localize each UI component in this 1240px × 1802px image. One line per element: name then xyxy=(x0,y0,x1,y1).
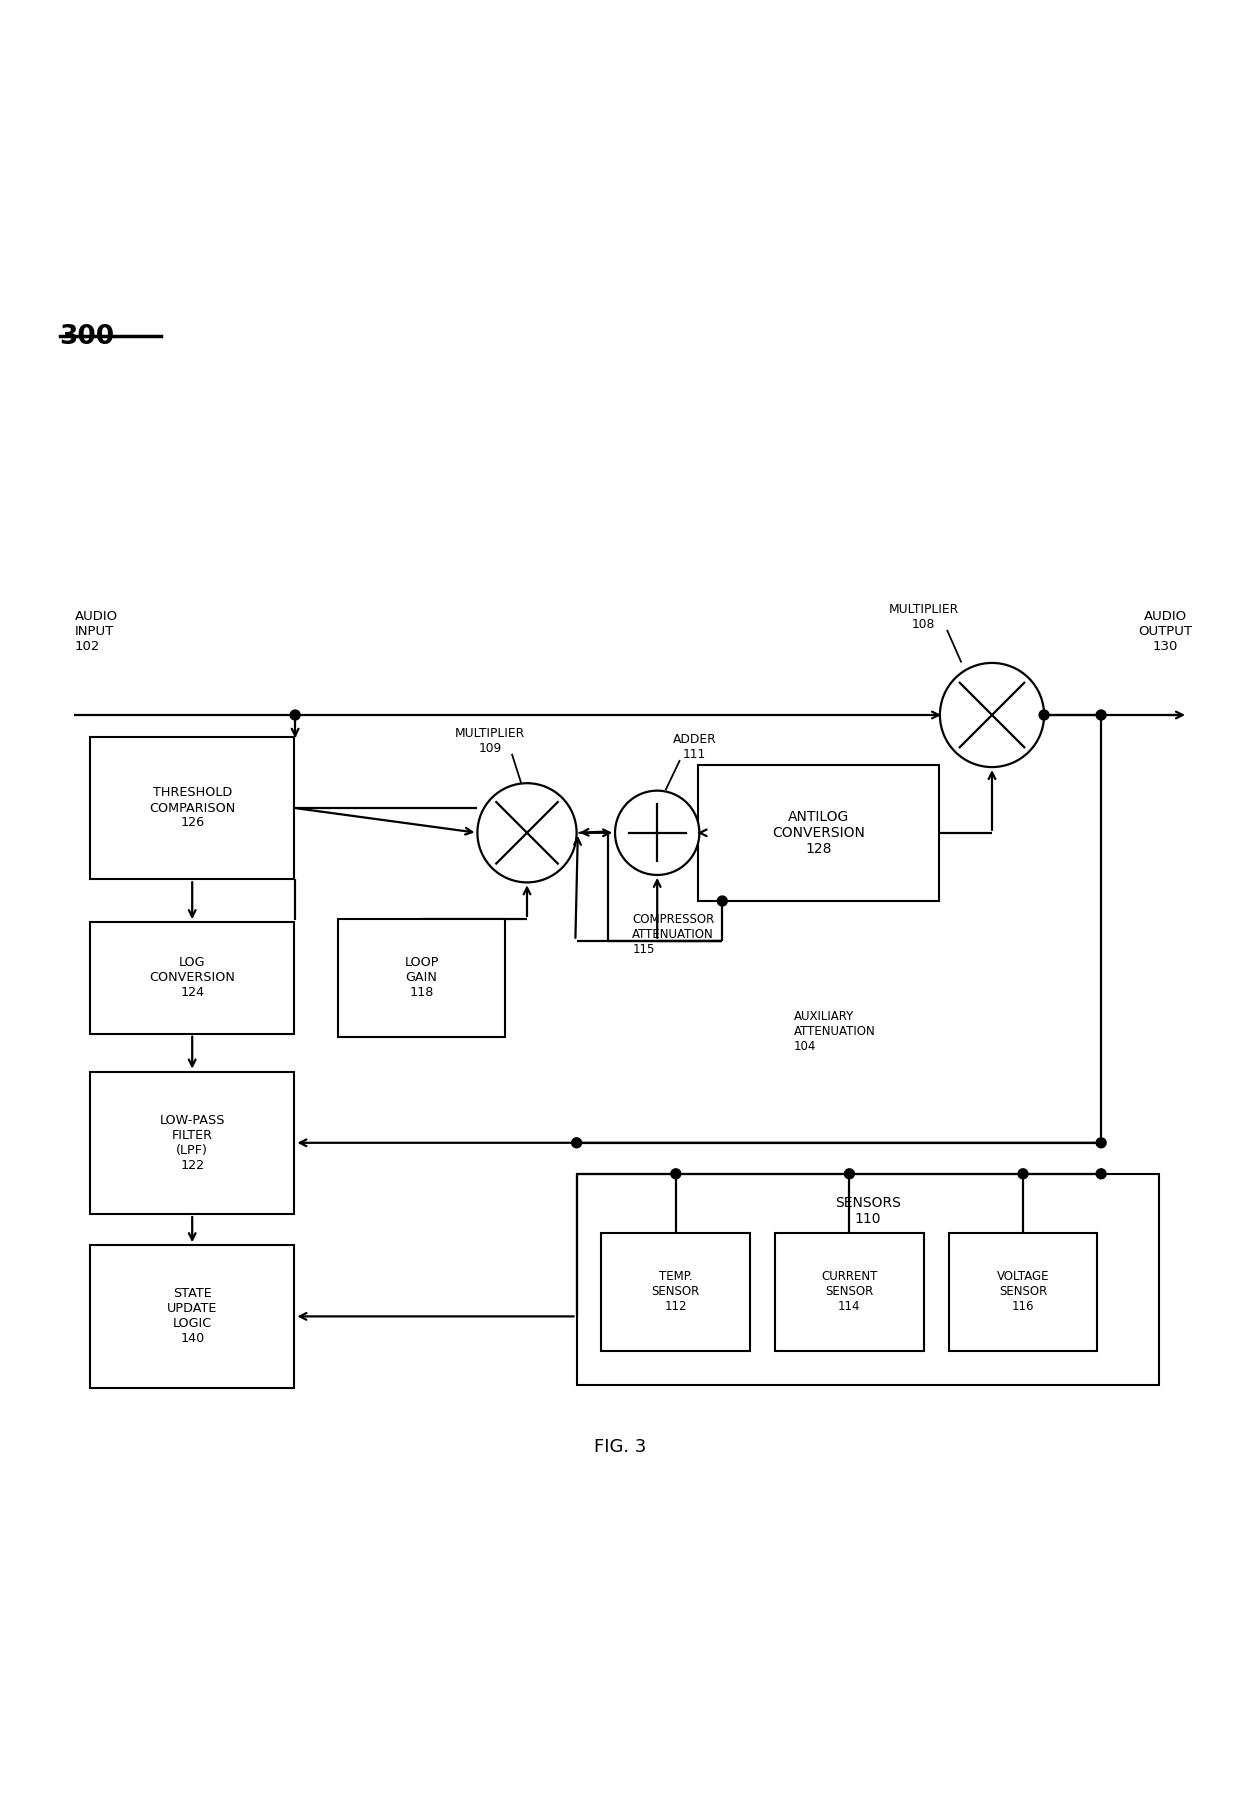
Text: THRESHOLD
COMPARISON
126: THRESHOLD COMPARISON 126 xyxy=(149,786,236,829)
Text: ADDER
111: ADDER 111 xyxy=(672,733,717,760)
Bar xyxy=(89,737,294,879)
Text: 300: 300 xyxy=(60,324,114,350)
Bar xyxy=(89,1245,294,1388)
Circle shape xyxy=(290,710,300,721)
Text: STATE
UPDATE
LOGIC
140: STATE UPDATE LOGIC 140 xyxy=(167,1287,217,1346)
Circle shape xyxy=(844,1169,854,1179)
Circle shape xyxy=(671,1169,681,1179)
Text: MULTIPLIER
108: MULTIPLIER 108 xyxy=(889,602,959,631)
Text: SENSORS
110: SENSORS 110 xyxy=(835,1197,901,1227)
Circle shape xyxy=(1096,710,1106,721)
Bar xyxy=(577,1173,1159,1384)
Circle shape xyxy=(572,1137,582,1148)
Text: AUDIO
OUTPUT
130: AUDIO OUTPUT 130 xyxy=(1138,611,1193,652)
Circle shape xyxy=(940,663,1044,768)
Text: COMPRESSOR
ATTENUATION
115: COMPRESSOR ATTENUATION 115 xyxy=(632,914,714,957)
Text: FIG. 3: FIG. 3 xyxy=(594,1438,646,1456)
Circle shape xyxy=(717,896,728,906)
Bar xyxy=(89,1072,294,1215)
Circle shape xyxy=(615,791,699,876)
Text: CURRENT
SENSOR
114: CURRENT SENSOR 114 xyxy=(821,1270,878,1314)
Text: AUDIO
INPUT
102: AUDIO INPUT 102 xyxy=(74,611,118,652)
Bar xyxy=(697,764,940,901)
Text: LOW-PASS
FILTER
(LPF)
122: LOW-PASS FILTER (LPF) 122 xyxy=(160,1114,224,1171)
Bar xyxy=(601,1233,750,1350)
Text: ANTILOG
CONVERSION
128: ANTILOG CONVERSION 128 xyxy=(773,809,864,856)
Bar xyxy=(337,919,506,1036)
Circle shape xyxy=(1096,1169,1106,1179)
Bar xyxy=(949,1233,1097,1350)
Circle shape xyxy=(1096,1137,1106,1148)
Text: LOOP
GAIN
118: LOOP GAIN 118 xyxy=(404,957,439,1000)
Text: VOLTAGE
SENSOR
116: VOLTAGE SENSOR 116 xyxy=(997,1270,1049,1314)
Text: LOG
CONVERSION
124: LOG CONVERSION 124 xyxy=(149,957,236,1000)
Text: MULTIPLIER
109: MULTIPLIER 109 xyxy=(455,726,525,755)
Circle shape xyxy=(1039,710,1049,721)
Circle shape xyxy=(477,784,577,883)
Text: TEMP.
SENSOR
112: TEMP. SENSOR 112 xyxy=(652,1270,699,1314)
Text: AUXILIARY
ATTENUATION
104: AUXILIARY ATTENUATION 104 xyxy=(794,1011,875,1052)
Circle shape xyxy=(1018,1169,1028,1179)
Bar xyxy=(89,923,294,1034)
Bar xyxy=(775,1233,924,1350)
